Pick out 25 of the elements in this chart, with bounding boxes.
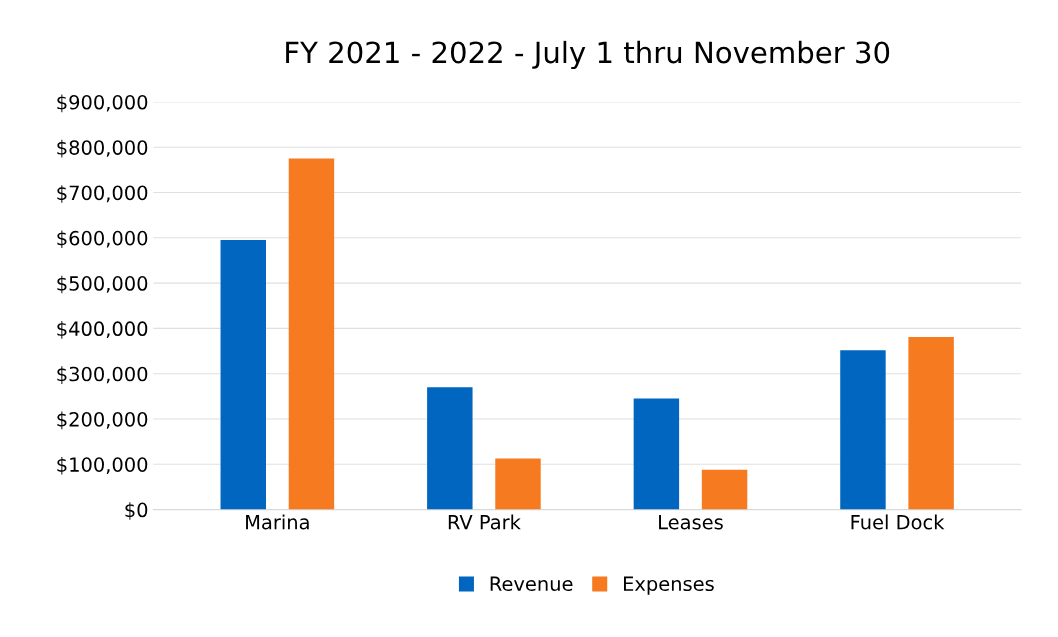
x-tick-label: Leases xyxy=(659,515,723,530)
x-tick-label: Marina xyxy=(246,514,309,530)
y-tick-label: $700,000 xyxy=(57,185,148,203)
legend-label: Expenses xyxy=(624,576,714,595)
y-tick-label: $900,000 xyxy=(57,94,148,113)
y-tick-label: $100,000 xyxy=(57,456,148,475)
bar xyxy=(908,337,954,510)
chart-title: FY 2021 - 2022 - July 1 thru November 30 xyxy=(286,40,890,70)
bar xyxy=(633,398,680,510)
bar xyxy=(288,158,335,510)
x-tick-label: Fuel Dock xyxy=(851,514,945,530)
legend-label: Revenue xyxy=(490,576,573,592)
y-tick-label: $300,000 xyxy=(57,366,148,384)
y-tick-label: $200,000 xyxy=(57,411,148,430)
y-tick-label: $800,000 xyxy=(57,139,148,158)
x-tick-label: RV Park xyxy=(448,514,521,530)
y-tick-label: $600,000 xyxy=(57,230,148,249)
y-tick-label: $400,000 xyxy=(57,321,148,339)
y-tick-label: $500,000 xyxy=(57,275,148,294)
bar xyxy=(220,240,266,510)
bar xyxy=(840,350,886,510)
bar xyxy=(495,458,541,510)
y-tick-label: $0 xyxy=(125,502,148,520)
bar xyxy=(427,387,473,510)
bar xyxy=(701,469,748,510)
